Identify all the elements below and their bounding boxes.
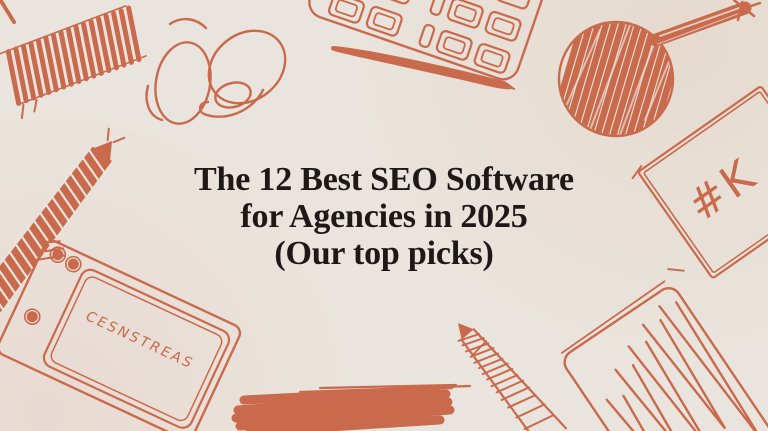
- marker-icon: [0, 127, 126, 318]
- corner-mark-icon: [0, 0, 16, 24]
- scribble-loop-icon: [145, 17, 287, 125]
- sticky-note-icon: [631, 86, 768, 279]
- notebook-card-icon: [0, 239, 242, 431]
- calculator-icon: [308, 0, 562, 81]
- pen-icon: [330, 46, 515, 90]
- page-title: The 12 Best SEO Software for Agencies in…: [0, 161, 768, 272]
- title-line-1: The 12 Best SEO Software: [194, 161, 574, 198]
- scribble-blob-icon: [231, 383, 472, 431]
- notepad-icon: [561, 268, 768, 431]
- title-line-3: (Our top picks): [274, 235, 494, 272]
- comb-icon: [0, 5, 147, 120]
- title-line-2: for Agencies in 2025: [240, 198, 528, 235]
- pencil-icon: [457, 323, 568, 431]
- magnifier-icon: [557, 0, 762, 138]
